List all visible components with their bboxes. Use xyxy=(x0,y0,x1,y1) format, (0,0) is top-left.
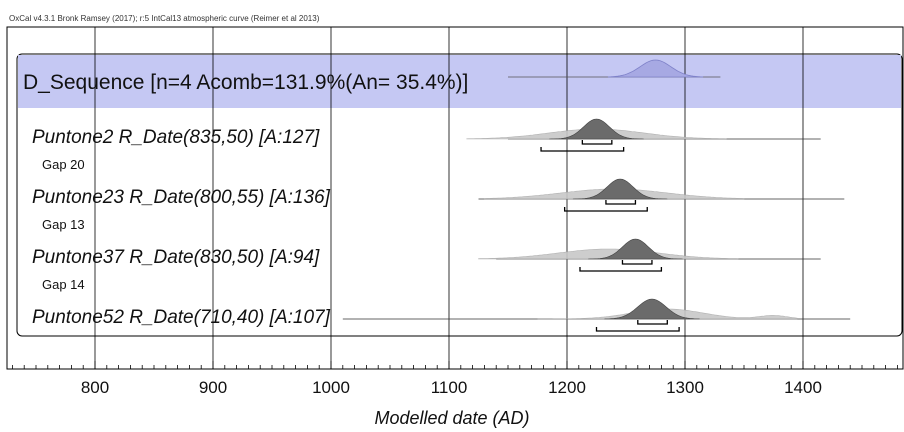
range-68-1 xyxy=(605,200,637,205)
posterior-curve-2 xyxy=(588,238,683,260)
model-box xyxy=(16,53,903,337)
sequence-band xyxy=(18,55,901,108)
distribution-curves xyxy=(342,59,851,320)
posterior-curve-0 xyxy=(549,118,644,140)
gap-label-1: Gap 13 xyxy=(42,217,85,232)
range-95-3 xyxy=(595,327,680,332)
date-label-2: Puntone37 R_Date(830,50) [A:94] xyxy=(32,247,320,268)
date-label-3: Puntone52 R_Date(710,40) [A:107] xyxy=(32,307,331,328)
x-axis: 800 900 1000 1100 1200 1300 1400 xyxy=(11,361,898,397)
range-68-2 xyxy=(621,260,653,265)
x-tick-label-1000: 1000 xyxy=(312,378,350,397)
range-68-0 xyxy=(581,140,613,145)
x-tick-label-1100: 1100 xyxy=(431,378,468,397)
gap-label-2: Gap 14 xyxy=(42,277,85,292)
x-tick-label-1300: 1300 xyxy=(666,378,704,397)
date-label-0: Puntone2 R_Date(835,50) [A:127] xyxy=(32,127,320,148)
range-95-1 xyxy=(563,207,648,212)
plot-frame xyxy=(6,26,904,370)
gap-label-0: Gap 20 xyxy=(42,157,85,172)
sequence-label: D_Sequence [n=4 Acomb=131.9%(An= 35.4%)] xyxy=(23,71,468,94)
range-68-3 xyxy=(637,320,668,325)
x-tick-label-1200: 1200 xyxy=(548,378,586,397)
sequence-curve xyxy=(607,59,704,78)
range-brackets xyxy=(540,140,680,332)
date-label-1: Puntone23 R_Date(800,55) [A:136] xyxy=(32,187,331,208)
posterior-curve-1 xyxy=(572,178,668,200)
x-tick-label-900: 900 xyxy=(199,378,227,397)
x-axis-title: Modelled date (AD) xyxy=(374,408,529,428)
software-credit: OxCal v4.3.1 Bronk Ramsey (2017); r:5 In… xyxy=(9,14,320,23)
x-tick-label-1400: 1400 xyxy=(784,378,822,397)
range-95-0 xyxy=(540,147,625,152)
prior-curve-2 xyxy=(478,248,739,260)
x-tick-label-800: 800 xyxy=(81,378,109,397)
range-95-2 xyxy=(579,267,663,272)
posterior-curve-3 xyxy=(604,298,700,320)
